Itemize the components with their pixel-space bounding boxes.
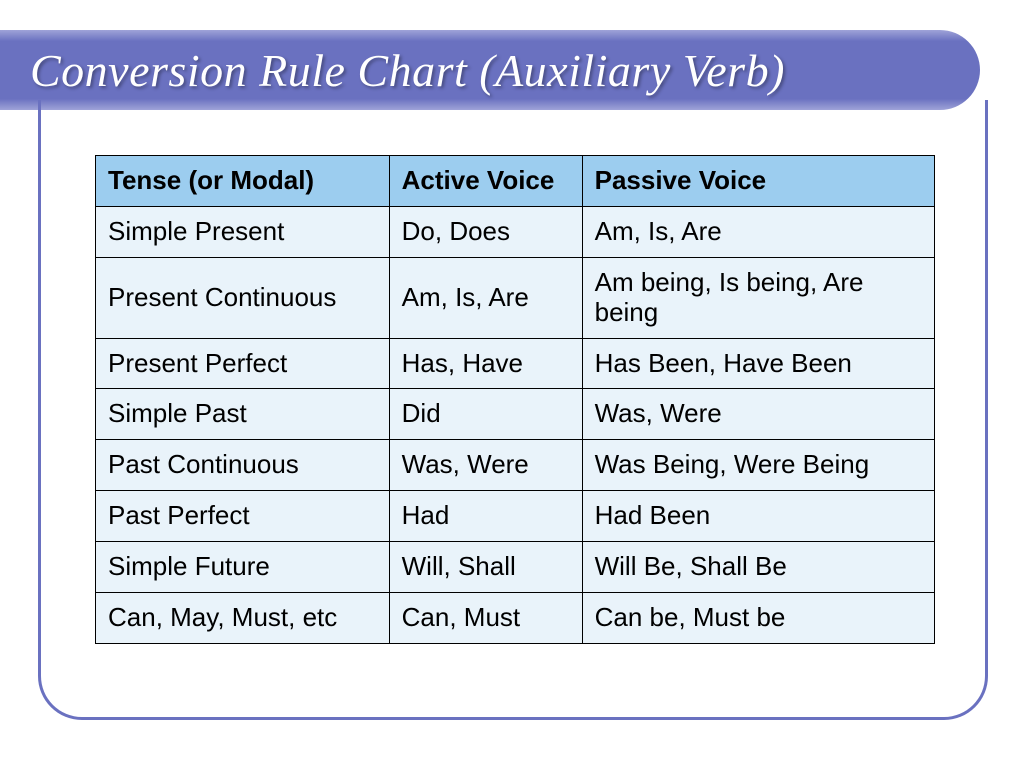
table-row: Simple Past Did Was, Were [96, 389, 935, 440]
cell-tense: Simple Past [96, 389, 390, 440]
content-area: Tense (or Modal) Active Voice Passive Vo… [95, 155, 935, 644]
cell-passive: Am being, Is being, Are being [582, 257, 934, 338]
table-row: Past Perfect Had Had Been [96, 491, 935, 542]
cell-passive: Had Been [582, 491, 934, 542]
title-bar: Conversion Rule Chart (Auxiliary Verb) [0, 30, 980, 110]
cell-active: Can, Must [389, 593, 582, 644]
cell-active: Was, Were [389, 440, 582, 491]
cell-active: Had [389, 491, 582, 542]
cell-passive: Was Being, Were Being [582, 440, 934, 491]
cell-passive: Will Be, Shall Be [582, 542, 934, 593]
table-row: Can, May, Must, etc Can, Must Can be, Mu… [96, 593, 935, 644]
cell-active: Will, Shall [389, 542, 582, 593]
page-title: Conversion Rule Chart (Auxiliary Verb) [30, 44, 785, 97]
cell-tense: Present Perfect [96, 338, 390, 389]
cell-tense: Simple Future [96, 542, 390, 593]
cell-tense: Past Perfect [96, 491, 390, 542]
cell-active: Am, Is, Are [389, 257, 582, 338]
col-header-passive: Passive Voice [582, 156, 934, 207]
table-row: Present Continuous Am, Is, Are Am being,… [96, 257, 935, 338]
cell-passive: Was, Were [582, 389, 934, 440]
cell-tense: Past Continuous [96, 440, 390, 491]
table-row: Past Continuous Was, Were Was Being, Wer… [96, 440, 935, 491]
cell-active: Has, Have [389, 338, 582, 389]
cell-tense: Present Continuous [96, 257, 390, 338]
cell-active: Do, Does [389, 206, 582, 257]
table-row: Present Perfect Has, Have Has Been, Have… [96, 338, 935, 389]
cell-passive: Has Been, Have Been [582, 338, 934, 389]
col-header-tense: Tense (or Modal) [96, 156, 390, 207]
cell-passive: Am, Is, Are [582, 206, 934, 257]
cell-passive: Can be, Must be [582, 593, 934, 644]
table-row: Simple Present Do, Does Am, Is, Are [96, 206, 935, 257]
cell-active: Did [389, 389, 582, 440]
cell-tense: Simple Present [96, 206, 390, 257]
table-row: Simple Future Will, Shall Will Be, Shall… [96, 542, 935, 593]
cell-tense: Can, May, Must, etc [96, 593, 390, 644]
table-header-row: Tense (or Modal) Active Voice Passive Vo… [96, 156, 935, 207]
conversion-rule-table: Tense (or Modal) Active Voice Passive Vo… [95, 155, 935, 644]
col-header-active: Active Voice [389, 156, 582, 207]
